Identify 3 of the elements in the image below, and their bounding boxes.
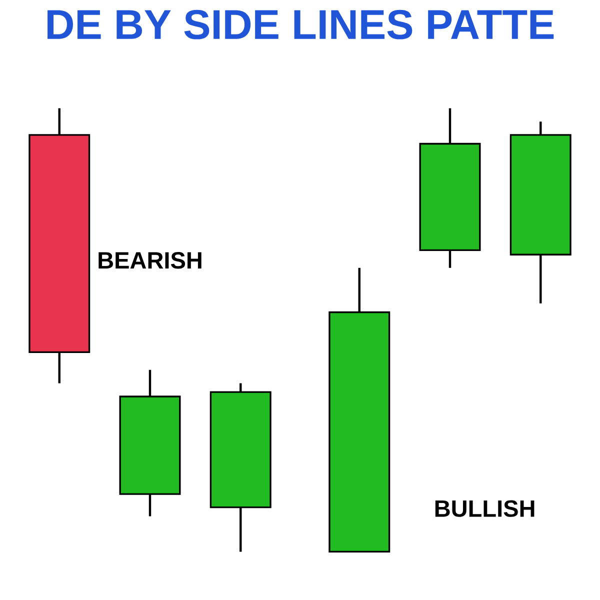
chart-title: DE BY SIDE LINES PATTE [48, 10, 554, 40]
annotation: BEARISH [98, 252, 202, 269]
annotation: BULLISH [435, 500, 534, 517]
